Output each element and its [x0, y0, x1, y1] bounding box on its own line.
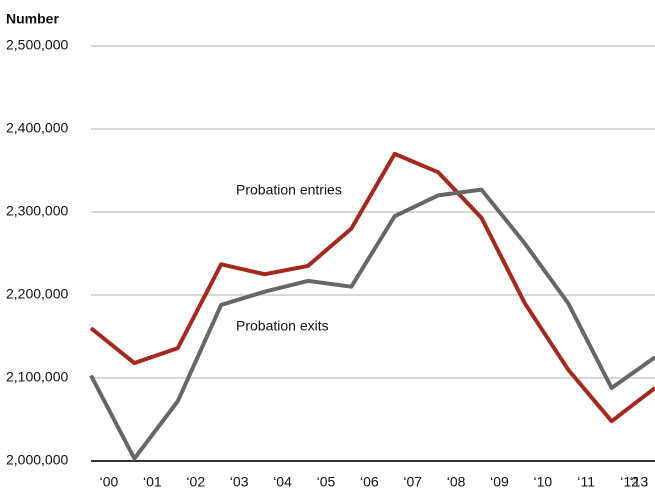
x-tick-label: ‘13 [630, 474, 649, 490]
x-tick-label: ‘04 [273, 474, 292, 490]
y-tick-label: 2,200,000 [6, 286, 68, 302]
y-tick-label: 2,500,000 [6, 37, 68, 53]
x-tick-label: ‘00 [100, 474, 119, 490]
line [89, 151, 655, 424]
x-tick-label: ‘05 [317, 474, 336, 490]
y-tick-label: 2,300,000 [6, 203, 68, 219]
x-tick-label: ‘09 [490, 474, 509, 490]
x-tick-label: ‘06 [360, 474, 379, 490]
x-tick-label: ‘12 [620, 474, 639, 490]
y-tick-label: 2,100,000 [6, 369, 68, 385]
y-tick-label: 2,000,000 [6, 452, 68, 468]
x-tick-label: ‘01 [143, 474, 162, 490]
x-tick-label: ‘11 [577, 474, 595, 490]
y-axis-label: Number [6, 11, 59, 27]
series-label: Probation entries [236, 182, 342, 198]
x-tick-label: ‘07 [403, 474, 422, 490]
x-tick-label: ‘10 [534, 474, 553, 490]
y-tick-label: 2,400,000 [6, 120, 68, 136]
x-tick-label: ‘03 [230, 474, 249, 490]
x-tick-label: ‘02 [186, 474, 205, 490]
x-tick-label: ‘08 [447, 474, 466, 490]
series-label: Probation exits [236, 318, 329, 334]
line [89, 187, 655, 461]
